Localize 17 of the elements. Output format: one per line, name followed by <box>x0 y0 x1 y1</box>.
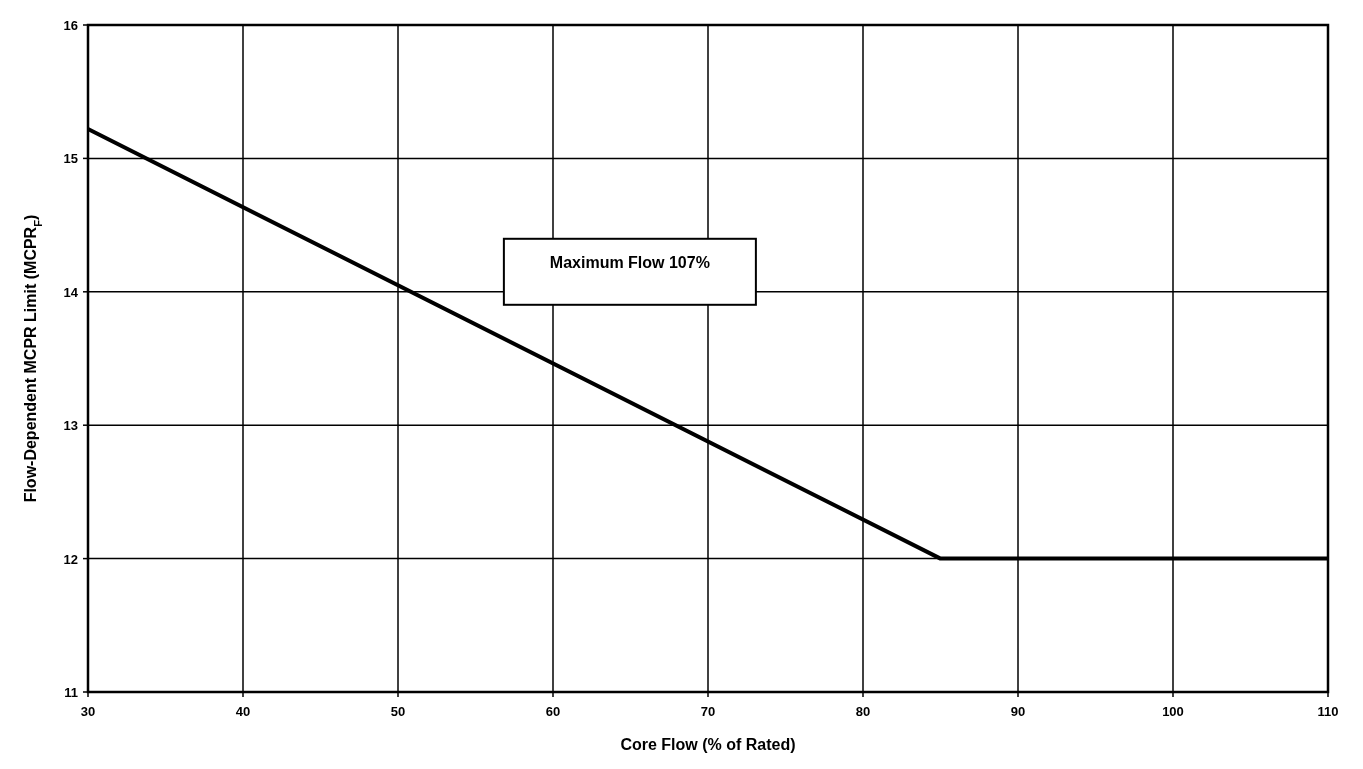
x-tick-label: 80 <box>855 704 871 719</box>
x-tick-label: 110 <box>1317 704 1339 719</box>
y-tick-label: 12 <box>63 551 78 567</box>
x-tick-label: 100 <box>1162 704 1184 719</box>
y-tick-label: 14 <box>63 284 79 300</box>
annotation: Maximum Flow 107% <box>549 253 710 271</box>
y-tick-label: 13 <box>63 418 78 434</box>
y-tick-label: 11 <box>64 685 78 700</box>
x-tick-label: 40 <box>235 704 251 719</box>
y-tick-label: 16 <box>63 18 78 33</box>
x-tick-label: 90 <box>1010 704 1026 719</box>
x-tick-label: 30 <box>80 704 96 719</box>
y-tick-label: 15 <box>63 151 78 167</box>
x-tick-label: 50 <box>390 704 406 719</box>
x-axis-title: Core Flow (% of Rated) <box>620 736 796 753</box>
x-tick-label: 70 <box>700 704 716 719</box>
x-tick-label: 60 <box>545 704 561 719</box>
